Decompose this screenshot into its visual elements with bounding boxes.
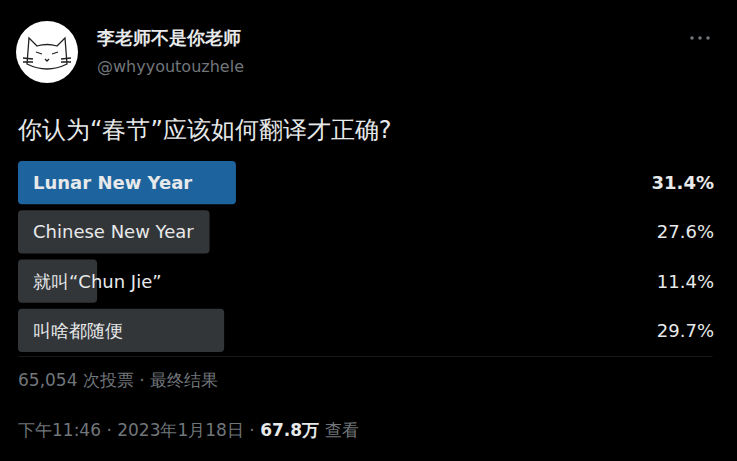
tweet-meta: 下午11:46 · 2023年1月18日 · 67.8万 查看 [18, 420, 359, 440]
option-percent: 29.7% [657, 320, 714, 341]
vote-count: 65,054 次投票 [18, 370, 134, 390]
menu-dot [690, 36, 694, 40]
poll-summary: 65,054 次投票 · 最终结果 [18, 370, 218, 390]
option-label[interactable]: 就叫“Chun Jie” [33, 271, 162, 292]
poll-status: 最终结果 [150, 370, 218, 390]
post-time[interactable]: 下午11:46 [18, 420, 101, 440]
bar[interactable] [18, 210, 210, 253]
view-label: 查看 [325, 420, 359, 440]
view-count: 67.8万 [260, 420, 319, 440]
option-percent: 27.6% [657, 221, 714, 242]
option-percent: 31.4% [652, 172, 714, 193]
avatar[interactable] [16, 21, 78, 83]
bar[interactable] [18, 309, 224, 352]
x-axis [19, 356, 713, 357]
x-axis-line [19, 356, 713, 357]
labels: Lunar New Year 31.4% Chinese New Year 27.6%… [33, 172, 714, 341]
more-menu[interactable] [690, 36, 710, 40]
option-label[interactable]: Chinese New Year [33, 221, 194, 242]
cat-head [27, 38, 67, 69]
bars [18, 161, 236, 352]
poll-question: 你认为“春节”应该如何翻译才正确? [17, 116, 392, 144]
avatar-bg [16, 21, 78, 83]
cat-face [23, 52, 71, 62]
menu-dot [706, 36, 710, 40]
option-label[interactable]: Lunar New Year [33, 172, 192, 193]
post-date[interactable]: 2023年1月18日 [117, 420, 244, 440]
option-label[interactable]: 叫啥都随便 [33, 320, 123, 341]
tweet-card: 李老师不是你老师 @whyyoutouzhele 你认为“春节”应该如何翻译才正确?… [0, 0, 737, 461]
bar[interactable] [18, 161, 236, 204]
handle[interactable]: @whyyoutouzhele [97, 57, 244, 76]
menu-dot [698, 36, 702, 40]
display-name[interactable]: 李老师不是你老师 [96, 27, 241, 48]
avatar-cat [23, 38, 71, 69]
option-percent: 11.4% [657, 271, 714, 292]
